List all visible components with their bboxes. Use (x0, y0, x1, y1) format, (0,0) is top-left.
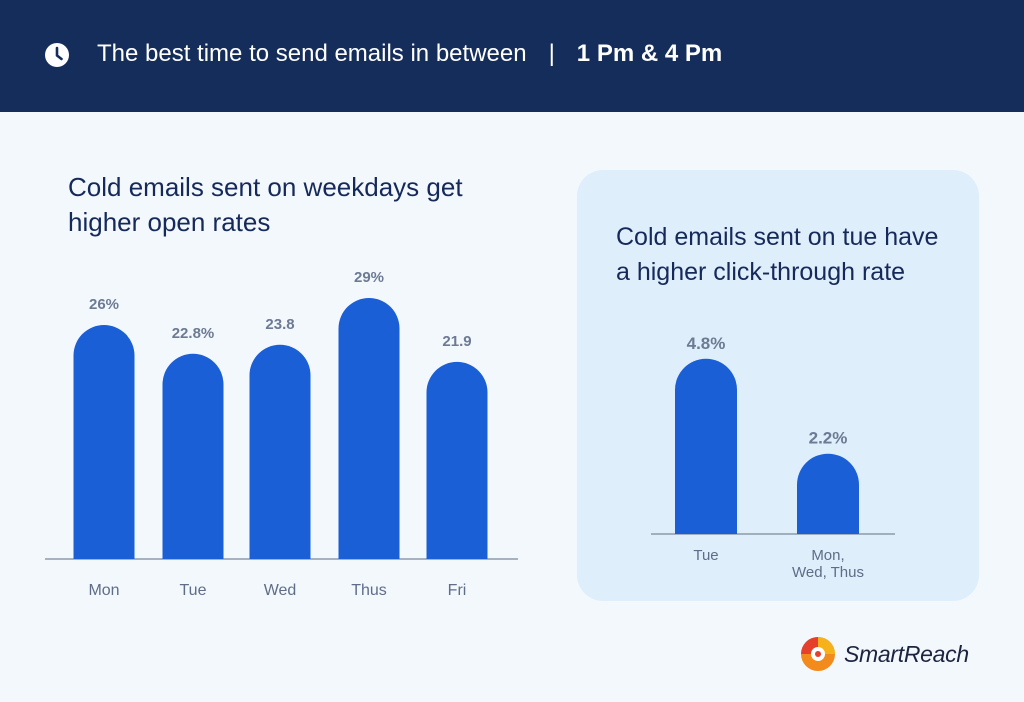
left-bar-mon (73, 324, 135, 559)
left-chart-title: Cold emails sent on weekdays get higher … (68, 172, 463, 237)
right-value-label: 4.8% (687, 334, 726, 353)
smartreach-logo (801, 637, 835, 671)
left-value-label: 23.8 (265, 316, 294, 333)
header-time-range: 1 Pm & 4 Pm (576, 40, 723, 67)
right-chart-panel (577, 170, 979, 601)
left-value-label: 22.8% (172, 325, 215, 342)
right-category-label: Tue (693, 547, 718, 564)
header-banner: The best time to send emails in between … (0, 0, 1024, 112)
left-category-label: Mon (88, 582, 119, 599)
left-bar-fri (426, 361, 488, 559)
left-category-label: Thus (351, 582, 387, 599)
left-value-label: 21.9 (442, 333, 471, 350)
left-value-label: 26% (89, 296, 119, 313)
clock-icon (45, 43, 69, 67)
header-message: The best time to send emails in between (97, 40, 527, 67)
right-category-label: Mon, (811, 547, 844, 564)
brand: SmartReach (800, 636, 969, 672)
brand-name: SmartReach (844, 640, 969, 667)
left-bar-wed (249, 344, 311, 559)
right-chart-title: Cold emails sent on tue have a higher cl… (616, 223, 939, 286)
right-bar-1 (675, 358, 737, 534)
right-value-label: 2.2% (809, 429, 848, 448)
header-separator: | (548, 40, 555, 67)
left-bar-thus (338, 298, 400, 559)
left-category-label: Fri (448, 582, 467, 599)
left-value-label: 29% (354, 269, 384, 286)
right-category-label: Wed, Thus (792, 564, 864, 581)
header-text-row: The best time to send emails in between … (97, 38, 722, 70)
left-category-label: Tue (180, 582, 207, 599)
left-bar-tue (162, 353, 224, 559)
left-category-label: Wed (264, 582, 297, 599)
right-bar-2 (797, 453, 859, 534)
